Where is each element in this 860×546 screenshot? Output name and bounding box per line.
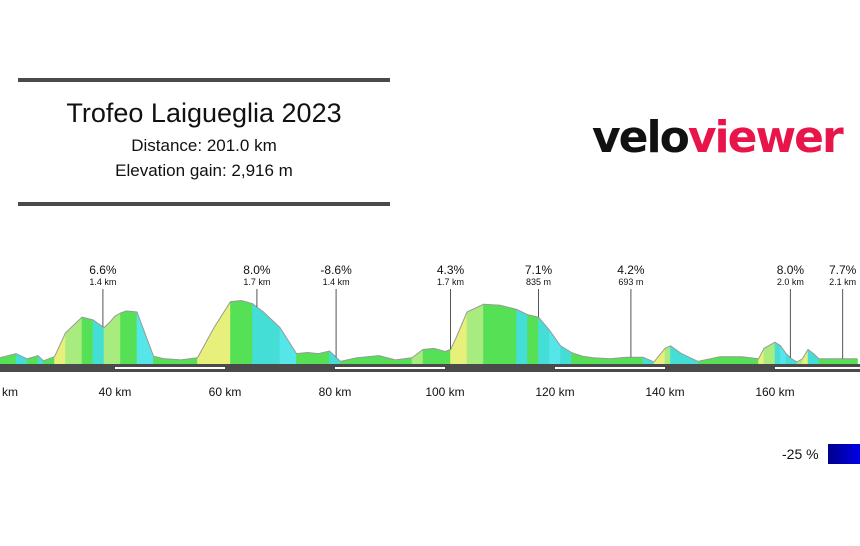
profile-segment — [549, 329, 561, 365]
profile-segment — [114, 312, 121, 365]
distance-bar-stripe — [775, 367, 860, 369]
profile-segment — [103, 321, 110, 365]
profile-segment — [378, 355, 396, 365]
profile-segment — [125, 310, 138, 365]
race-distance: Distance: 201.0 km — [131, 136, 277, 155]
x-tick-label: 160 km — [755, 385, 794, 399]
x-tick-label: 100 km — [425, 385, 464, 399]
profile-segment — [241, 300, 253, 365]
race-info: Trofeo Laigueglia 2023 Distance: 201.0 k… — [18, 78, 390, 208]
bottom-rule — [18, 202, 390, 206]
distance-bar-stripe — [335, 367, 445, 369]
profile-outline — [0, 300, 858, 363]
profile-segment — [527, 314, 539, 365]
profile-segment — [422, 348, 435, 365]
climb-length-label: 1.4 km — [89, 277, 116, 287]
profile-segment — [65, 321, 77, 365]
x-tick-label: 60 km — [209, 385, 242, 399]
profile-segment — [626, 356, 644, 365]
profile-segment — [824, 358, 831, 365]
profile-segment — [670, 345, 682, 365]
profile-segment — [76, 316, 83, 365]
legend-label: -25 % — [782, 446, 819, 462]
race-title: Trofeo Laigueglia 2023 — [66, 98, 342, 128]
climb-length-label: 835 m — [526, 277, 551, 287]
profile-segment — [279, 326, 297, 365]
profile-segment — [835, 358, 842, 365]
climb-grade-label: 7.1% — [525, 263, 553, 277]
profile-segment — [818, 358, 825, 365]
climb-length-label: 2.1 km — [829, 277, 856, 287]
profile-segment — [516, 308, 528, 365]
distance-bar-stripe — [115, 367, 225, 369]
climb-grade-label: 4.2% — [617, 263, 645, 277]
climb-grade-label: 7.7% — [829, 263, 857, 277]
profile-segment — [455, 311, 468, 365]
logo-part-velo: velo — [592, 112, 690, 163]
profile-segment — [81, 316, 94, 365]
climb-grade-label: 8.0% — [777, 263, 805, 277]
profile-segment — [560, 345, 572, 365]
climb-grade-label: 8.0% — [243, 263, 271, 277]
profile-segment — [719, 356, 743, 365]
x-tick-label: 140 km — [645, 385, 684, 399]
profile-segment — [780, 344, 787, 365]
race-elevation: Elevation gain: 2,916 m — [115, 161, 293, 180]
logo-part-viewer: viewer — [687, 112, 844, 163]
x-tick-label: 80 km — [319, 385, 352, 399]
profile-segment — [829, 358, 836, 365]
profile-segment — [846, 358, 853, 365]
climb-grade-label: 6.6% — [89, 263, 117, 277]
x-tick-label: 120 km — [535, 385, 574, 399]
top-rule — [18, 78, 390, 82]
climb-length-label: 1.7 km — [437, 277, 464, 287]
distance-bar-stripe — [555, 367, 665, 369]
profile-segment — [813, 352, 820, 365]
profile-segment — [213, 300, 231, 365]
elevation-profile-chart: 0 km 40 km 60 km 80 km 100 km 120 km 140 km 160… — [0, 263, 860, 399]
climb-grade-label: 4.3% — [437, 263, 465, 277]
climb-grade-label: -8.6% — [320, 263, 352, 277]
profile-segment — [230, 300, 242, 365]
profile-segment — [499, 304, 517, 365]
legend-swatch — [828, 444, 860, 464]
profile-segment — [109, 315, 116, 365]
climb-length-label: 1.4 km — [323, 277, 350, 287]
profile-segment — [840, 358, 847, 365]
profile-segment — [252, 303, 264, 365]
x-tick-label: 40 km — [99, 385, 132, 399]
climb-length-label: 2.0 km — [777, 277, 804, 287]
profile-segment — [296, 352, 308, 365]
climb-length-label: 1.7 km — [243, 277, 270, 287]
profile-segment — [851, 358, 858, 365]
profile-segment — [483, 303, 501, 365]
profile-segment — [466, 303, 484, 365]
profile-segment — [120, 310, 127, 365]
profile-segment — [450, 337, 457, 365]
profile-segment — [307, 352, 319, 365]
profile-segment — [15, 353, 28, 365]
climb-length-label: 693 m — [618, 277, 643, 287]
x-tick-label: 0 km — [0, 385, 18, 399]
veloviewer-logo: veloviewer — [592, 116, 844, 160]
